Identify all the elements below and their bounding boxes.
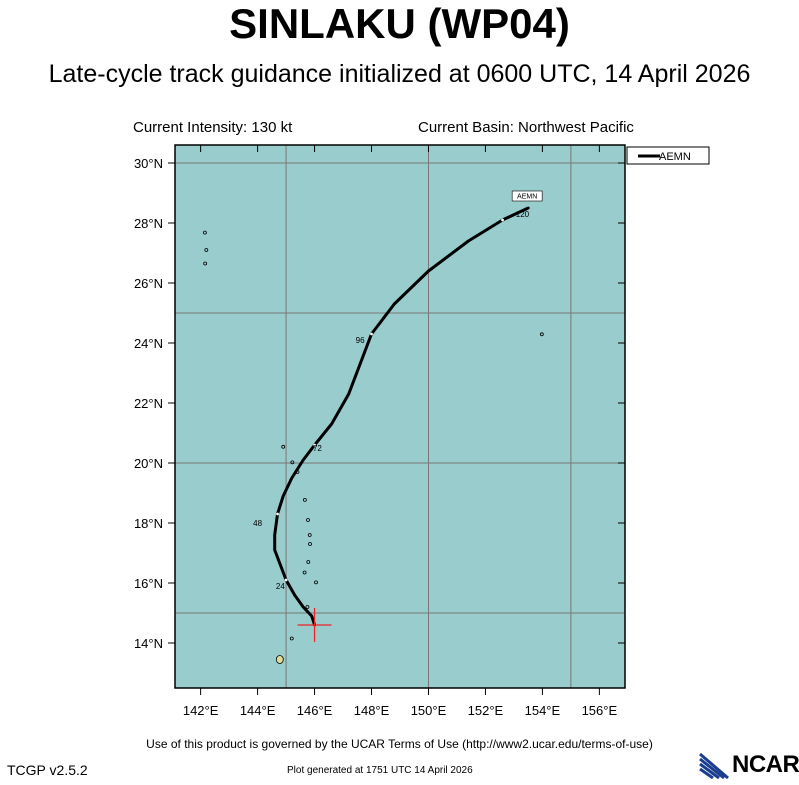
chart-subtitle: Late-cycle track guidance initialized at… — [48, 60, 751, 88]
legend-entry-label: AEMN — [659, 151, 691, 163]
track-line-aemn — [273, 206, 530, 627]
ncar-logo-text: NCAR — [732, 751, 799, 778]
island-rota — [289, 636, 294, 641]
model-end-tag-text: AEMN — [517, 194, 537, 201]
island-agrihan — [302, 497, 307, 502]
island-alamagan — [307, 533, 312, 537]
x-tick-label: 144°E — [240, 703, 276, 718]
y-tick-label: 20°N — [134, 456, 163, 471]
y-tick-label: 24°N — [134, 336, 163, 351]
island-farallon-de-pajaros — [281, 444, 286, 449]
y-tick-label: 22°N — [134, 396, 163, 411]
island-anatahan — [302, 570, 307, 575]
y-tick-label: 28°N — [134, 216, 163, 231]
track-point — [284, 578, 288, 582]
x-tick-label: 154°E — [525, 703, 561, 718]
storm-title: SINLAKU (WP04) — [229, 0, 570, 47]
version-label: TCGP v2.5.2 — [7, 762, 88, 778]
x-tick-label: 150°E — [411, 703, 447, 718]
track-point — [370, 332, 373, 336]
island-sarigan — [306, 560, 311, 564]
forecast-hour-label: 120 — [516, 210, 530, 219]
y-tick-label: 18°N — [134, 516, 163, 531]
terms-of-use-text: Use of this product is governed by the U… — [146, 737, 653, 751]
island-guguan — [308, 542, 312, 546]
model-end-tag-box — [511, 190, 543, 202]
current-intensity-label: Current Intensity: 130 kt — [133, 119, 293, 136]
legend: AEMN — [626, 146, 710, 165]
track-point — [276, 512, 279, 516]
model-end-tag: AEMN — [511, 190, 543, 202]
y-tick-label: 16°N — [134, 576, 163, 591]
x-tick-label: 156°E — [582, 703, 618, 718]
island-medinilla — [314, 580, 318, 585]
x-tick-label: 152°E — [468, 703, 504, 718]
island-muko-jima — [203, 230, 207, 235]
forecast-hour-label: 48 — [253, 519, 262, 528]
y-tick-label: 30°N — [134, 156, 163, 171]
island-haha-jima — [203, 261, 208, 266]
island-pagan — [306, 518, 310, 522]
x-tick-label: 142°E — [183, 703, 219, 718]
forecast-hour-label: 96 — [356, 336, 365, 345]
track-point — [313, 443, 316, 447]
ncar-logo-mark-icon — [699, 752, 729, 780]
current-basin-label: Current Basin: Northwest Pacific — [418, 119, 634, 136]
island-minami-torishima — [539, 332, 544, 337]
plot-frame — [174, 144, 626, 689]
plot-generated-label: Plot generated at 1751 UTC 14 April 2026 — [287, 765, 473, 776]
forecast-hour-label: 72 — [313, 444, 322, 453]
x-tick-label: 146°E — [297, 703, 333, 718]
ncar-logo: NCAR — [698, 750, 799, 780]
legend-box — [626, 146, 710, 165]
forecast-hour-label: 24 — [276, 582, 285, 591]
track-point — [501, 218, 504, 222]
island-saipan — [305, 605, 310, 609]
x-tick-label: 148°E — [354, 703, 390, 718]
y-tick-label: 26°N — [134, 276, 163, 291]
island-guam — [275, 655, 284, 664]
island-chichi-jima — [204, 248, 209, 252]
ocean-background — [175, 145, 625, 688]
island-maug — [290, 460, 295, 465]
y-tick-label: 14°N — [134, 636, 163, 651]
